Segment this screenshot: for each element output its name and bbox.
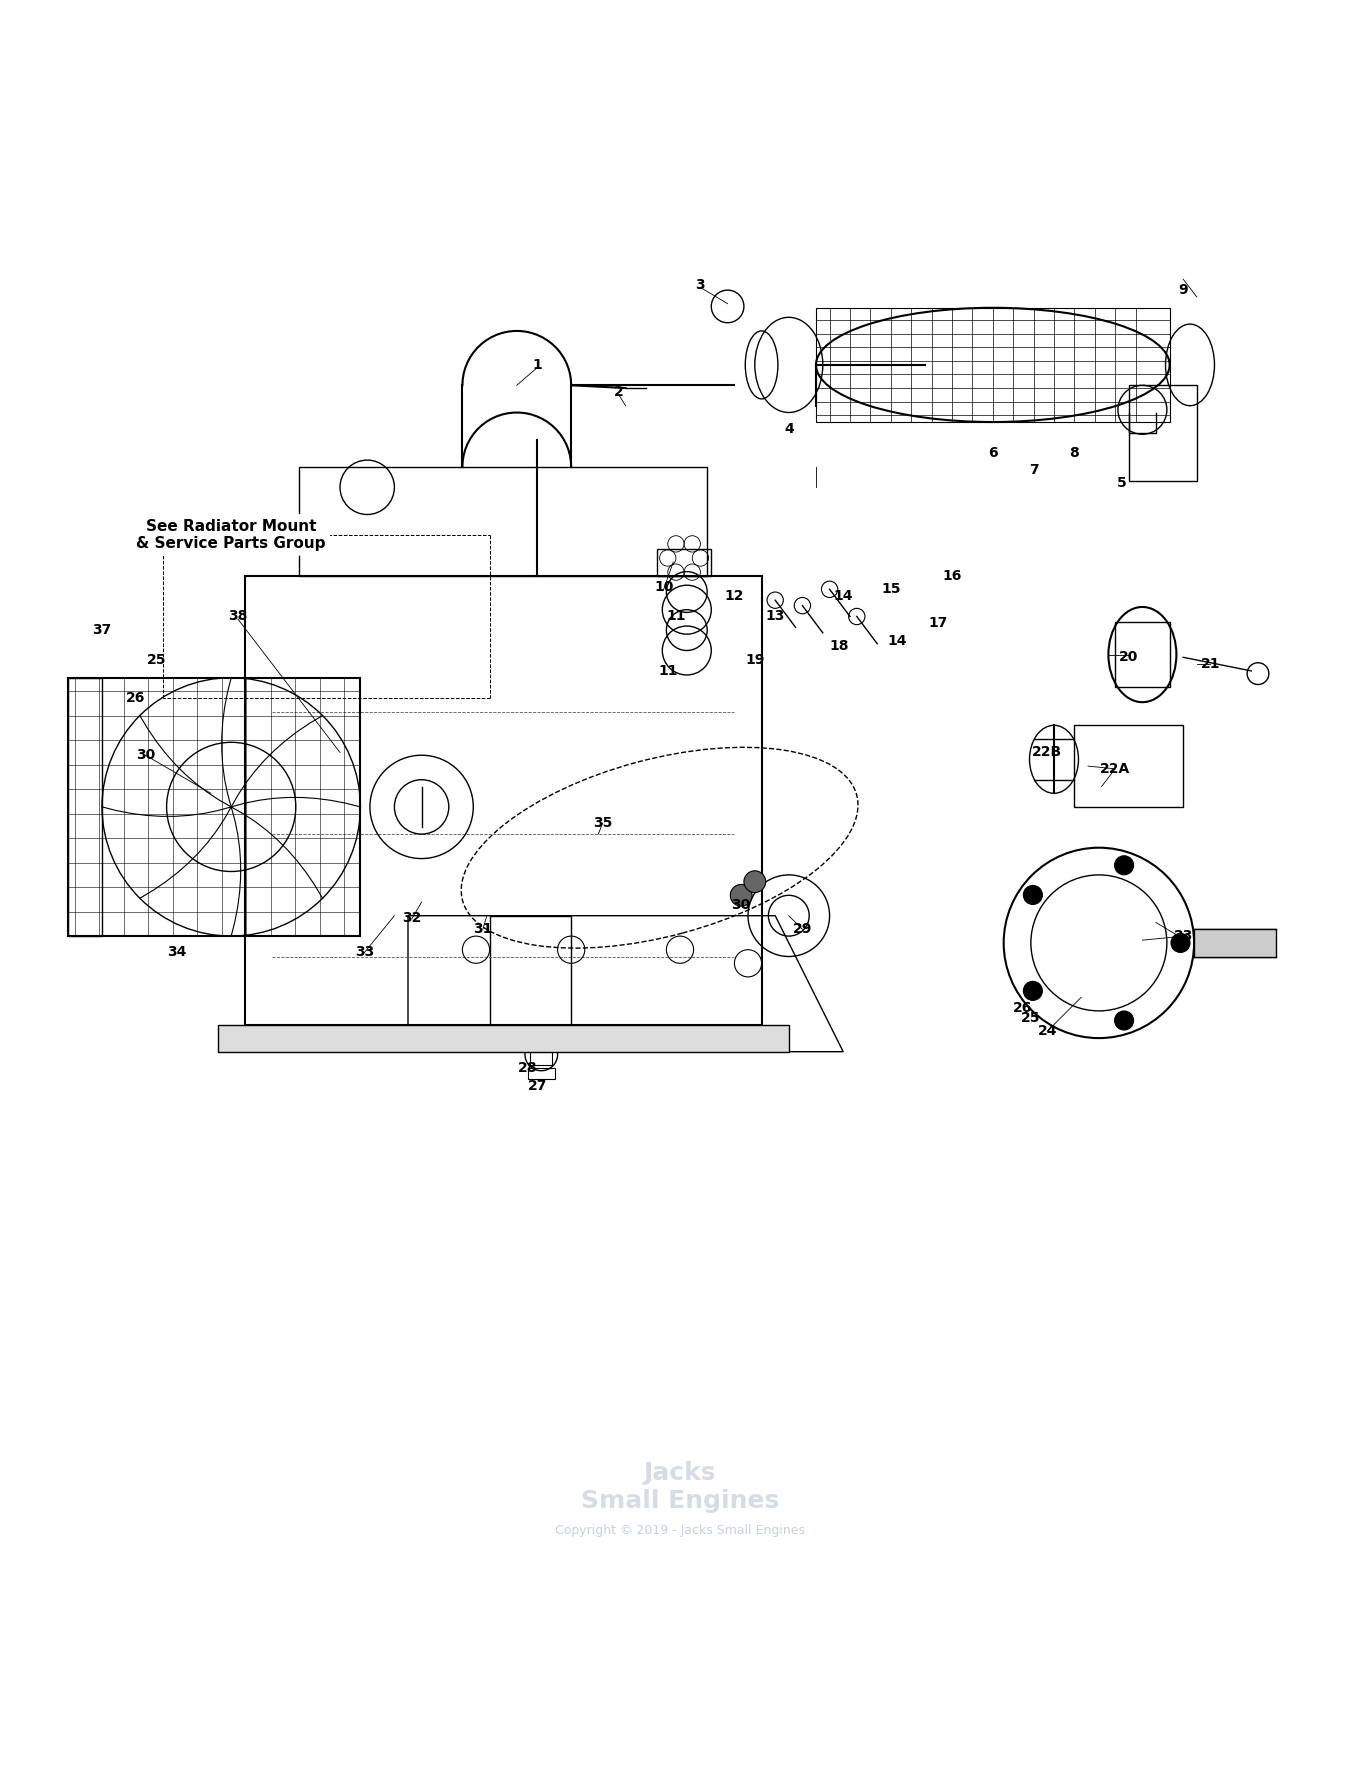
Bar: [528, 1068, 555, 1079]
Bar: [68, 677, 360, 936]
Text: Copyright © 2019 - Jacks Small Engines: Copyright © 2019 - Jacks Small Engines: [555, 1525, 805, 1537]
Text: 32: 32: [403, 912, 422, 926]
Text: 4: 4: [783, 421, 794, 435]
Text: 11: 11: [658, 665, 677, 677]
Text: 5: 5: [1117, 476, 1127, 490]
Text: 27: 27: [528, 1079, 547, 1093]
Text: 9: 9: [1178, 283, 1189, 297]
Text: 24: 24: [1038, 1024, 1057, 1038]
Bar: [1074, 725, 1183, 807]
Text: 2: 2: [613, 386, 624, 400]
Text: See Radiator Mount
& Service Parts Group: See Radiator Mount & Service Parts Group: [136, 519, 325, 551]
Text: 12: 12: [725, 590, 744, 602]
Text: 31: 31: [473, 922, 492, 936]
Text: 14: 14: [834, 590, 853, 602]
Text: 26: 26: [1013, 1000, 1032, 1015]
Text: 8: 8: [1069, 446, 1080, 460]
Text: 22B: 22B: [1032, 746, 1062, 759]
Bar: [657, 549, 711, 576]
Text: 34: 34: [167, 945, 186, 960]
Text: 37: 37: [92, 624, 112, 638]
Text: 7: 7: [1028, 462, 1039, 476]
Text: 35: 35: [593, 816, 612, 830]
Text: 15: 15: [881, 583, 900, 597]
Text: 11: 11: [666, 610, 685, 624]
Text: 20: 20: [1119, 650, 1138, 665]
Circle shape: [1023, 981, 1042, 1000]
Text: 30: 30: [136, 748, 155, 762]
Circle shape: [744, 871, 766, 892]
Circle shape: [730, 885, 752, 906]
Text: 3: 3: [695, 277, 706, 291]
Bar: [1115, 622, 1170, 688]
Text: 10: 10: [654, 579, 673, 594]
Text: 14: 14: [888, 634, 907, 649]
Text: 26: 26: [126, 691, 146, 705]
Bar: [68, 677, 102, 936]
Bar: [299, 467, 707, 576]
Text: 25: 25: [1021, 1011, 1040, 1025]
Circle shape: [1023, 885, 1042, 904]
Text: 18: 18: [830, 640, 849, 654]
Circle shape: [1115, 1011, 1134, 1031]
Text: 33: 33: [355, 945, 374, 960]
Bar: [1194, 929, 1276, 956]
Bar: [245, 576, 762, 1025]
Text: Jacks
Small Engines: Jacks Small Engines: [581, 1461, 779, 1512]
Text: 16: 16: [942, 569, 962, 583]
Bar: [530, 1052, 552, 1064]
Text: 19: 19: [745, 652, 764, 666]
Text: 28: 28: [518, 1061, 537, 1075]
Text: 17: 17: [929, 617, 948, 631]
Bar: [816, 307, 1170, 421]
Text: 6: 6: [987, 446, 998, 460]
Text: 13: 13: [766, 610, 785, 624]
Text: 22A: 22A: [1100, 762, 1130, 777]
Bar: [218, 1025, 789, 1052]
Circle shape: [1115, 857, 1134, 874]
Text: 21: 21: [1201, 657, 1220, 672]
Text: 25: 25: [147, 652, 166, 666]
Text: 29: 29: [793, 922, 812, 936]
Text: 1: 1: [532, 357, 543, 371]
Text: 23: 23: [1174, 929, 1193, 944]
Circle shape: [1171, 933, 1190, 952]
Text: 30: 30: [732, 897, 751, 912]
Text: 38: 38: [228, 610, 248, 624]
